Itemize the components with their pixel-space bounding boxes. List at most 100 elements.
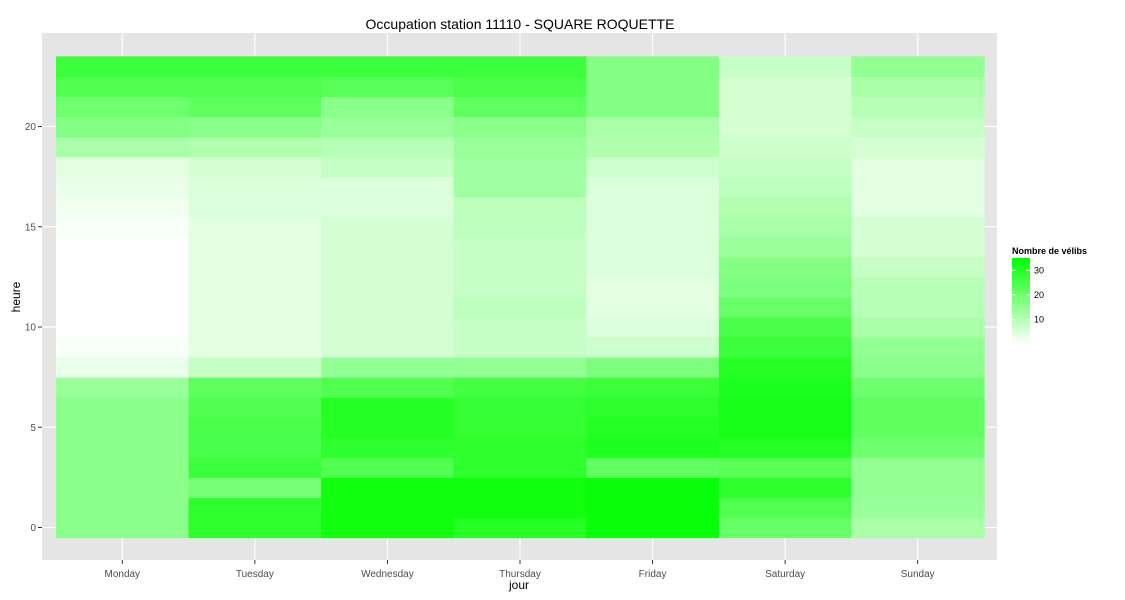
heatmap-tile (188, 136, 322, 158)
heatmap-tile (321, 156, 455, 178)
heatmap-tile (718, 176, 853, 198)
heatmap-tile (188, 517, 322, 539)
heatmap-tile (586, 517, 720, 539)
heatmap-tile (321, 497, 455, 519)
heatmap-tile (851, 377, 985, 398)
heatmap-tile (453, 377, 587, 398)
heatmap-tile (851, 256, 985, 278)
heatmap-tile (56, 377, 190, 398)
heatmap-tile (718, 437, 853, 458)
heatmap-tile (586, 337, 720, 358)
heatmap-tile (586, 216, 720, 238)
heatmap-tile (188, 76, 322, 98)
heatmap-tile (321, 216, 455, 238)
heatmap-tile (188, 417, 322, 438)
heatmap-tile (718, 256, 853, 278)
x-axis-title: jour (508, 578, 529, 592)
heatmap-tile (56, 417, 190, 438)
heatmap-tile (586, 156, 720, 178)
heatmap-tile (321, 517, 455, 539)
heatmap-tile (453, 96, 587, 118)
heatmap-tile (718, 156, 853, 178)
heatmap-tile (56, 517, 190, 539)
heatmap-tile (56, 76, 190, 98)
heatmap-tile (718, 417, 853, 438)
heatmap-tile (56, 296, 190, 318)
y-tick-label: 15 (25, 222, 37, 233)
heatmap-tile (453, 337, 587, 358)
y-tick-label: 10 (25, 323, 37, 334)
heatmap-tile (851, 457, 985, 478)
heatmap-tile (321, 56, 455, 77)
heatmap-tile (321, 477, 455, 499)
heatmap-tile (718, 216, 853, 238)
heatmap-tile (56, 276, 190, 298)
heatmap-tile (188, 296, 322, 318)
heatmap-tile (188, 276, 322, 298)
legend-title: Nombre de vélibs (1012, 246, 1087, 256)
heatmap-tile (56, 196, 190, 218)
heatmap-tile (188, 337, 322, 358)
heatmap-tile (851, 437, 985, 458)
heatmap-tile (453, 236, 587, 258)
heatmap-tile (851, 196, 985, 218)
heatmap-tile (851, 216, 985, 238)
heatmap-tile (586, 397, 720, 418)
heatmap-tile (321, 337, 455, 358)
heatmap-tile (586, 477, 720, 499)
heatmap-tile (851, 176, 985, 198)
heatmap-tile (586, 176, 720, 198)
heatmap-tile (56, 156, 190, 178)
heatmap-tile (586, 457, 720, 478)
heatmap-tile (453, 437, 587, 458)
heatmap-tile (188, 437, 322, 458)
heatmap-tile (851, 477, 985, 499)
heatmap-tile (718, 377, 853, 398)
heatmap-tile (851, 136, 985, 158)
x-tick-label: Thursday (499, 569, 541, 580)
heatmap-tile (851, 116, 985, 138)
heatmap-tile (453, 397, 587, 418)
heatmap-tile (188, 176, 322, 198)
heatmap-tile (586, 136, 720, 158)
x-tick-label: Tuesday (236, 569, 274, 580)
heatmap-tile (851, 76, 985, 98)
heatmap-tile (453, 216, 587, 238)
heatmap-tile (453, 296, 587, 318)
heatmap-tile (586, 276, 720, 298)
heatmap-tile (453, 76, 587, 98)
heatmap-tile (321, 457, 455, 478)
heatmap-tile (586, 296, 720, 318)
heatmap-tile (453, 276, 587, 298)
heatmap-tile (453, 457, 587, 478)
heatmap-tile (56, 176, 190, 198)
heatmap-tile (586, 437, 720, 458)
legend-tick-label: 30 (1034, 265, 1044, 275)
heatmap-tile (321, 176, 455, 198)
heatmap-tile (188, 216, 322, 238)
heatmap-tile (188, 316, 322, 338)
heatmap-tile (851, 276, 985, 298)
heatmap-tile (188, 477, 322, 499)
heatmap-tile (851, 337, 985, 358)
heatmap-tile (718, 296, 853, 318)
heatmap-tile (188, 256, 322, 278)
y-tick-label: 5 (30, 423, 36, 434)
heatmap-tile (453, 136, 587, 158)
x-tick-label: Saturday (765, 569, 805, 580)
heatmap-tile (321, 96, 455, 118)
heatmap-tile (56, 397, 190, 418)
heatmap-tile (851, 296, 985, 318)
heatmap-tile (718, 56, 853, 77)
heatmap-tile (321, 136, 455, 158)
heatmap-tile (321, 116, 455, 138)
chart-title: Occupation station 11110 - SQUARE ROQUET… (366, 16, 675, 32)
heatmap-tile (188, 497, 322, 519)
heatmap-tile (851, 417, 985, 438)
heatmap-tile (56, 316, 190, 338)
heatmap-tile (56, 116, 190, 138)
heatmap-tile (56, 357, 190, 378)
heatmap-tile (453, 517, 587, 539)
heatmap-tile (188, 397, 322, 418)
heatmap-tile (718, 76, 853, 98)
